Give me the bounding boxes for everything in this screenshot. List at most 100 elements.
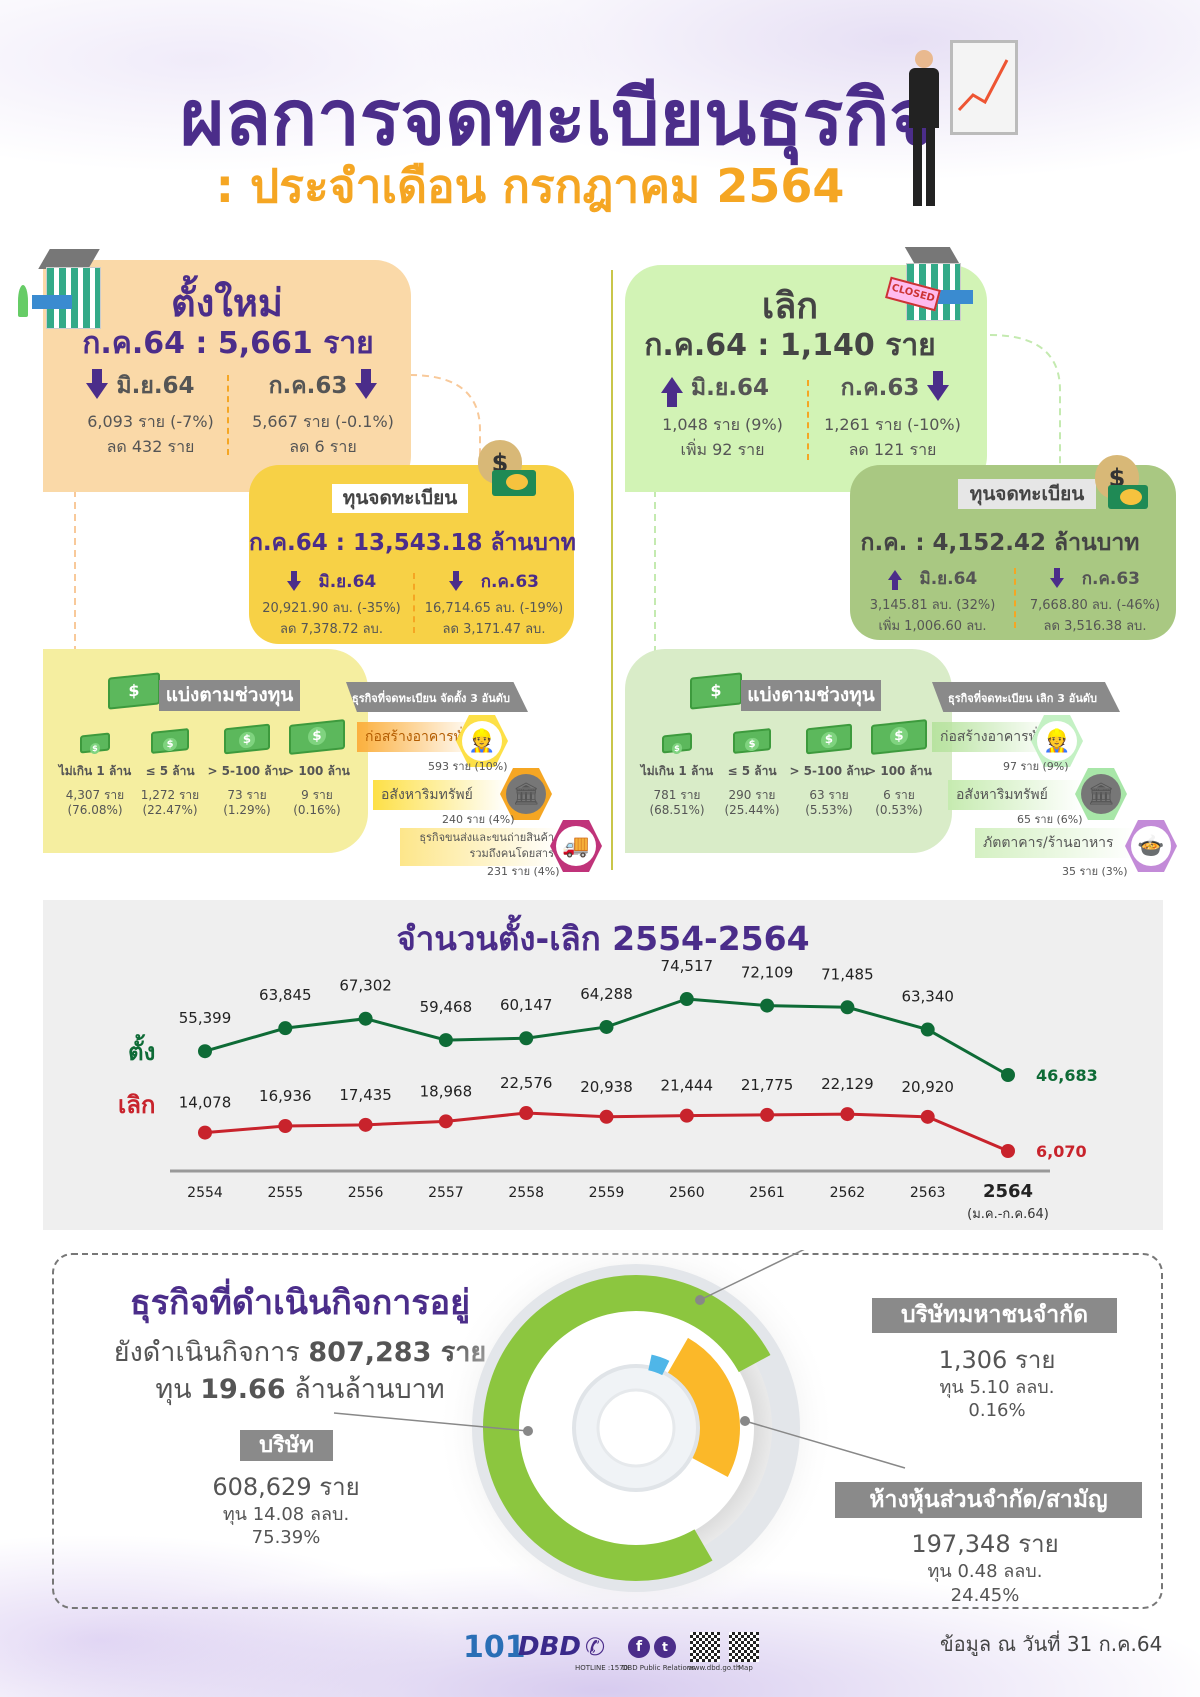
page-subtitle: : ประจำเดือน กรกฎาคม 2564 [215, 159, 845, 213]
data-label: 16,936 [259, 1087, 312, 1105]
new-capital-mom-diff: ลด 7,378.72 ลบ. [280, 622, 383, 637]
data-label: 20,938 [580, 1078, 633, 1096]
range-count: 63 ราย [809, 788, 849, 802]
hotline-text: HOTLINE :1570 [575, 1664, 629, 1672]
bank-building-icon: 🏛 [500, 768, 552, 820]
data-point [358, 1011, 373, 1026]
donut-chart [333, 1250, 906, 1610]
top3-count: 240 ราย (4%) [442, 813, 515, 826]
arrow-down-icon [86, 368, 109, 399]
closed-capital-yoy-diff: ลด 3,516.38 ลบ. [1043, 619, 1147, 634]
data-point [760, 998, 775, 1013]
data-label: 21,775 [741, 1076, 794, 1094]
closed-capital-headline: ก.ค. : 4,152.42 ล้านบาท [860, 530, 1140, 556]
cash-bill-icon: $ [151, 728, 189, 754]
data-label: 21,444 [661, 1077, 714, 1095]
range-pct: (0.16%) [293, 803, 341, 817]
top3-count: 65 ราย (6%) [1017, 813, 1083, 826]
data-point [920, 1109, 935, 1124]
page-title: ผลการจดทะเบียนธุรกิจ [180, 73, 934, 162]
new-capital-yoy-value: 16,714.65 ลบ. (-19%) [424, 601, 564, 616]
new-yoy-diff: ลด 6 ราย [289, 437, 357, 456]
x-tick-label: 2563 [910, 1185, 946, 1201]
range-label: > 100 ล้าน [284, 764, 350, 778]
x-tick-label: 2554 [187, 1185, 223, 1201]
data-label: 63,845 [259, 986, 312, 1004]
range-count: 4,307 ราย [65, 788, 125, 802]
new-mom-diff: ลด 432 ราย [106, 437, 195, 456]
x-tick-label: 2556 [348, 1185, 384, 1201]
public-company-capital: ทุน 5.10 ลลบ. [939, 1377, 1055, 1398]
new-registrations-card: ตั้งใหม่ ก.ค.64 : 5,661 ราย มิ.ย.64 6,09… [43, 260, 411, 492]
new-top3-header [346, 682, 528, 712]
new-capital-headline: ก.ค.64 : 13,543.18 ล้านบาท [249, 530, 576, 556]
company-count: 608,629 ราย [212, 1473, 360, 1501]
line-chart: 55,399 63,845 67,302 59,468 60,147 64,288 74,5… [170, 957, 1098, 1202]
legend-closed: เลิก [118, 1091, 156, 1119]
company-pct: 75.39% [251, 1527, 321, 1548]
leader-line [333, 1412, 529, 1432]
range-label: ≤ 5 ล้าน [727, 764, 777, 778]
range-pct: (0.53%) [875, 803, 923, 817]
range-count: 1,272 ราย [140, 788, 200, 802]
cash-bill-icon: $ [662, 732, 692, 755]
range-pct: (1.29%) [223, 803, 271, 817]
closed-capital-label: ทุนจดทะเบียน [958, 479, 1096, 509]
construction-icon: 👷 [456, 715, 508, 767]
data-point [519, 1106, 534, 1121]
data-label: 60,147 [500, 996, 553, 1014]
closed-yoy-value: 1,261 ราย (-10%) [824, 415, 961, 434]
leader-line [699, 1250, 805, 1301]
top3-count: 97 ราย (9%) [1003, 760, 1069, 773]
partnership-label: ห้างหุ้นส่วนจำกัด/สามัญ [835, 1482, 1142, 1518]
closed-capital-mom-diff: เพิ่ม 1,006.60 ลบ. [878, 619, 987, 634]
arrow-down-icon [448, 571, 463, 591]
leader-line [744, 1420, 906, 1469]
public-company-pct: 0.16% [968, 1400, 1026, 1421]
data-point [438, 1033, 453, 1048]
web-text: www.dbd.go.th [688, 1664, 741, 1672]
partnership-count: 197,348 ราย [911, 1530, 1059, 1558]
data-point [358, 1117, 373, 1132]
top3-item: อสังหาริมทรัพย์ [948, 780, 1083, 810]
data-point [920, 1022, 935, 1037]
data-point [599, 1019, 614, 1034]
range-label: ไม่เกิน 1 ล้าน [640, 764, 714, 778]
truck-icon: 🚚 [550, 820, 602, 872]
chart-title: จำนวนตั้ง-เลิก 2554-2564 [396, 919, 810, 958]
map-text: Map [738, 1664, 753, 1672]
top3-name: อสังหาริมทรัพย์ [956, 787, 1048, 803]
twitter-icon[interactable]: t [654, 1636, 676, 1658]
arrow-down-icon [927, 370, 950, 401]
range-count: 290 ราย [728, 788, 776, 802]
data-label: 59,468 [420, 998, 473, 1016]
x-tick-label: 2555 [267, 1185, 303, 1201]
facebook-icon[interactable]: f [628, 1636, 650, 1658]
data-point [679, 992, 694, 1007]
closed-capital-mom: มิ.ย.64 [855, 565, 1010, 592]
data-label: 64,288 [580, 985, 633, 1003]
data-date: ข้อมูล ณ วันที่ 31 ก.ค.64 [940, 1632, 1163, 1656]
closed-top3-header [932, 682, 1120, 712]
qr-code-web[interactable] [690, 1632, 720, 1662]
closed-mom-value: 1,048 ราย (9%) [662, 415, 783, 434]
phone-icon: ✆ [585, 1633, 606, 1661]
ministry-logo: 101 [463, 1630, 526, 1665]
company-label: บริษัท [240, 1430, 333, 1461]
qr-code-map[interactable] [729, 1632, 759, 1662]
x-tick-label: 2559 [589, 1185, 625, 1201]
closed-capital-card: ทุนจดทะเบียน ก.ค. : 4,152.42 ล้านบาท มิ.… [850, 465, 1176, 640]
data-point [1001, 1144, 1015, 1158]
top3-count: 35 ราย (3%) [1062, 865, 1128, 878]
closed-top3-label: ธุรกิจที่จดทะเบียน เลิก 3 อันดับ [948, 692, 1097, 705]
data-label: 20,920 [901, 1078, 954, 1096]
closed-capital-mom-value: 3,145.81 ลบ. (32%) [869, 598, 996, 613]
range-pct: (22.47%) [142, 803, 198, 817]
closed-headline: ก.ค.64 : 1,140 ราย [644, 328, 936, 363]
x-tick-label: 2564 [983, 1181, 1033, 1202]
data-label: 63,340 [901, 988, 954, 1006]
trend-chart-panel [43, 900, 1163, 1230]
arrow-down-icon [286, 571, 301, 591]
slice-partnership [532, 1324, 740, 1532]
top3-name: ภัตตาคาร/ร้านอาหาร [983, 835, 1114, 851]
